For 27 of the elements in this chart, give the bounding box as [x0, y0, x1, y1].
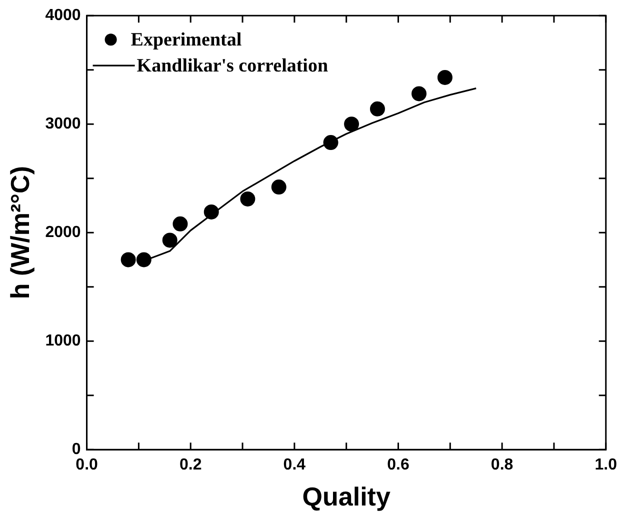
- point: [412, 86, 427, 102]
- point: [240, 191, 256, 206]
- legend-label: Experimental: [130, 30, 242, 51]
- point: [120, 252, 136, 268]
- legend-label: Kandlikar's correlation: [136, 56, 328, 77]
- point: [344, 116, 360, 132]
- x-axis-title: Quality: [302, 482, 391, 512]
- x-tick-label: 0.0: [76, 456, 98, 474]
- y-tick-label: 2000: [45, 224, 81, 242]
- point: [370, 101, 385, 116]
- x-tick-label: 1.0: [594, 456, 618, 474]
- x-tick-label: 0.6: [387, 456, 410, 474]
- point: [172, 216, 188, 232]
- x-tick-label: 0.8: [490, 456, 514, 474]
- x-tick-label: 0.2: [179, 456, 202, 474]
- point: [437, 70, 452, 85]
- x-tick-label: 0.4: [283, 456, 306, 474]
- point: [271, 180, 286, 195]
- point: [162, 232, 178, 248]
- point: [204, 204, 219, 220]
- point: [136, 252, 152, 268]
- y-axis-title: h (W/m²°C): [4, 166, 35, 300]
- y-tick-label: 4000: [45, 7, 81, 24]
- y-tick-label: 3000: [45, 116, 81, 133]
- y-tick-label: 1000: [45, 332, 81, 350]
- point: [323, 135, 338, 150]
- y-tick-label: 0: [72, 441, 81, 458]
